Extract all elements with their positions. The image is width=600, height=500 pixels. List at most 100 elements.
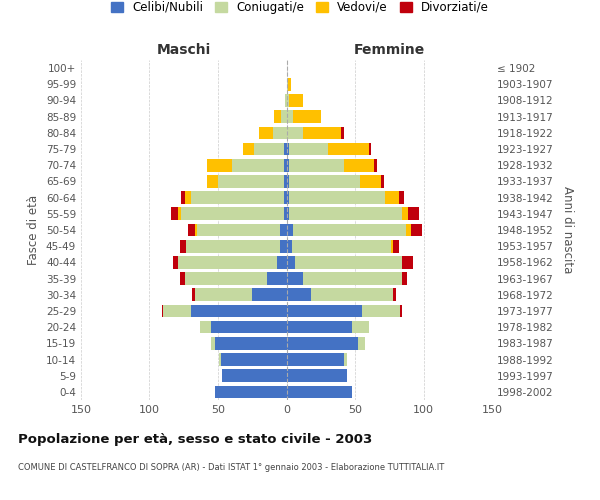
Bar bbox=[287, 288, 311, 301]
Bar bbox=[284, 175, 287, 188]
Bar bbox=[284, 159, 287, 172]
Bar bbox=[287, 386, 352, 398]
Bar bbox=[220, 353, 221, 366]
Bar bbox=[289, 208, 401, 220]
Bar bbox=[344, 159, 374, 172]
Bar bbox=[287, 192, 289, 204]
Y-axis label: Fasce di età: Fasce di età bbox=[28, 195, 40, 265]
Bar bbox=[284, 192, 287, 204]
Bar bbox=[195, 288, 252, 301]
Bar bbox=[179, 240, 187, 252]
Legend: Celibi/Nubili, Coniugati/e, Vedovi/e, Divorziati/e: Celibi/Nubili, Coniugati/e, Vedovi/e, Di… bbox=[111, 1, 489, 14]
Bar bbox=[181, 208, 284, 220]
Bar bbox=[287, 142, 289, 156]
Bar bbox=[287, 110, 293, 123]
Bar bbox=[215, 337, 287, 349]
Bar bbox=[178, 208, 181, 220]
Bar bbox=[411, 224, 422, 236]
Bar bbox=[287, 159, 289, 172]
Y-axis label: Anni di nascita: Anni di nascita bbox=[560, 186, 574, 274]
Bar bbox=[252, 288, 287, 301]
Bar bbox=[406, 224, 411, 236]
Bar bbox=[284, 208, 287, 220]
Bar bbox=[399, 192, 404, 204]
Bar bbox=[401, 272, 407, 285]
Text: COMUNE DI CASTELFRANCO DI SOPRA (AR) - Dati ISTAT 1° gennaio 2003 - Elaborazione: COMUNE DI CASTELFRANCO DI SOPRA (AR) - D… bbox=[18, 462, 444, 471]
Bar bbox=[391, 240, 394, 252]
Bar bbox=[207, 175, 218, 188]
Bar bbox=[287, 370, 347, 382]
Bar bbox=[394, 240, 399, 252]
Bar bbox=[303, 272, 401, 285]
Bar bbox=[195, 224, 197, 236]
Bar bbox=[409, 208, 419, 220]
Bar bbox=[207, 159, 232, 172]
Bar bbox=[358, 337, 365, 349]
Bar bbox=[259, 126, 273, 139]
Bar bbox=[221, 353, 287, 366]
Bar bbox=[361, 175, 381, 188]
Text: Femmine: Femmine bbox=[353, 44, 425, 58]
Bar bbox=[289, 94, 303, 107]
Bar bbox=[400, 304, 401, 318]
Bar bbox=[292, 240, 391, 252]
Bar bbox=[289, 192, 385, 204]
Bar bbox=[274, 110, 281, 123]
Bar bbox=[287, 337, 358, 349]
Bar bbox=[163, 304, 191, 318]
Bar bbox=[284, 142, 287, 156]
Bar bbox=[374, 159, 377, 172]
Bar bbox=[287, 240, 292, 252]
Bar bbox=[215, 386, 287, 398]
Bar bbox=[352, 321, 369, 334]
Bar bbox=[289, 142, 328, 156]
Bar bbox=[281, 110, 287, 123]
Text: Maschi: Maschi bbox=[157, 44, 211, 58]
Bar bbox=[211, 321, 287, 334]
Bar bbox=[242, 142, 254, 156]
Bar bbox=[280, 240, 287, 252]
Bar bbox=[162, 304, 163, 318]
Text: Popolazione per età, sesso e stato civile - 2003: Popolazione per età, sesso e stato civil… bbox=[18, 432, 372, 446]
Bar bbox=[344, 353, 347, 366]
Bar bbox=[287, 126, 303, 139]
Bar bbox=[197, 224, 280, 236]
Bar bbox=[287, 256, 295, 268]
Bar bbox=[222, 370, 287, 382]
Bar bbox=[385, 192, 399, 204]
Bar bbox=[191, 192, 284, 204]
Bar bbox=[287, 175, 289, 188]
Bar bbox=[273, 126, 287, 139]
Bar bbox=[328, 142, 369, 156]
Bar bbox=[187, 240, 280, 252]
Bar bbox=[178, 256, 277, 268]
Bar bbox=[394, 288, 396, 301]
Bar bbox=[287, 321, 352, 334]
Bar bbox=[311, 288, 394, 301]
Bar bbox=[287, 272, 303, 285]
Bar bbox=[280, 224, 287, 236]
Bar bbox=[289, 159, 344, 172]
Bar bbox=[268, 272, 287, 285]
Bar bbox=[188, 224, 195, 236]
Bar bbox=[185, 192, 191, 204]
Bar bbox=[293, 224, 406, 236]
Bar bbox=[191, 304, 287, 318]
Bar bbox=[288, 78, 290, 90]
Bar bbox=[179, 272, 185, 285]
Bar bbox=[232, 159, 284, 172]
Bar bbox=[254, 142, 284, 156]
Bar bbox=[185, 272, 268, 285]
Bar bbox=[287, 224, 293, 236]
Bar bbox=[289, 175, 361, 188]
Bar bbox=[192, 288, 195, 301]
Bar bbox=[303, 126, 341, 139]
Bar bbox=[172, 208, 178, 220]
Bar bbox=[381, 175, 384, 188]
Bar bbox=[181, 192, 185, 204]
Bar bbox=[341, 126, 344, 139]
Bar bbox=[287, 208, 289, 220]
Bar bbox=[295, 256, 401, 268]
Bar bbox=[369, 142, 371, 156]
Bar bbox=[285, 94, 287, 107]
